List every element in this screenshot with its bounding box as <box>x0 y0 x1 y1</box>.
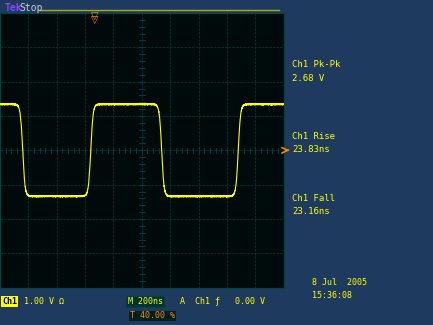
Text: 8 Jul  2005
15:36:08: 8 Jul 2005 15:36:08 <box>312 278 367 300</box>
Text: Tek: Tek <box>4 3 22 13</box>
Text: Stop: Stop <box>19 3 43 13</box>
Text: 1.00 V Ω: 1.00 V Ω <box>24 297 64 306</box>
Text: Ch1 Pk-Pk
2.68 V: Ch1 Pk-Pk 2.68 V <box>292 60 341 83</box>
Text: A  Ch1 ƒ   0.00 V: A Ch1 ƒ 0.00 V <box>180 297 265 306</box>
Text: Ch1 Fall
23.16ns: Ch1 Fall 23.16ns <box>292 194 335 216</box>
Text: ▽: ▽ <box>91 15 99 25</box>
Text: M 200ns: M 200ns <box>128 297 163 306</box>
Text: ▽: ▽ <box>91 11 99 21</box>
Text: T 40.00 %: T 40.00 % <box>130 311 175 320</box>
Text: Ch1 Rise
23.83ns: Ch1 Rise 23.83ns <box>292 132 335 154</box>
Text: Ch1: Ch1 <box>2 297 17 306</box>
